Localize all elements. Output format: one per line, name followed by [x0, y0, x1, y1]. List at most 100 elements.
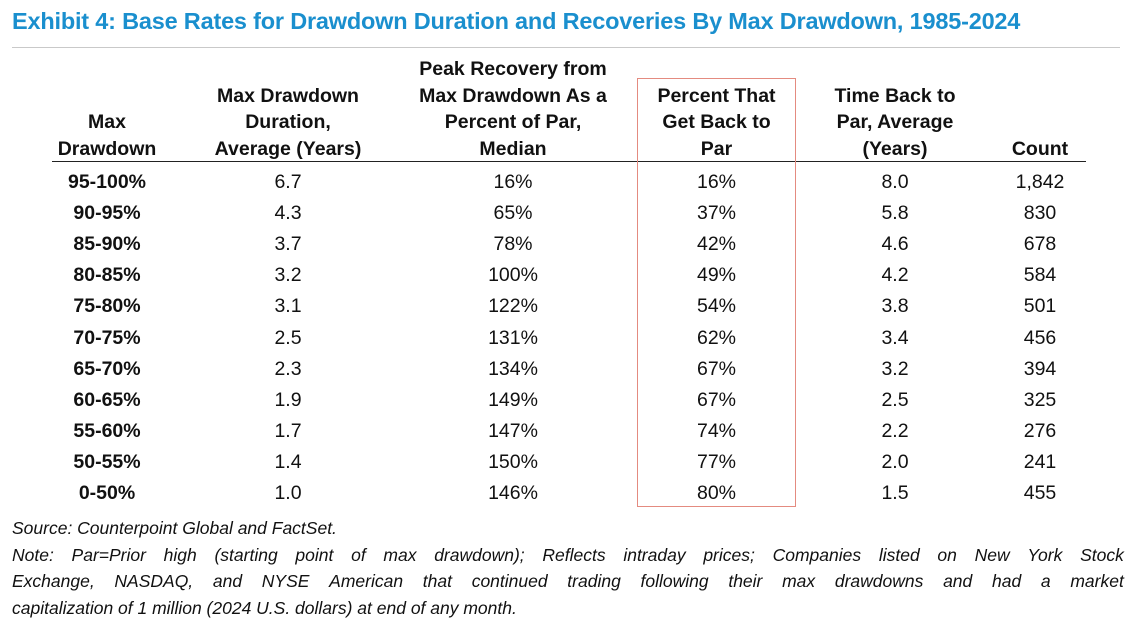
cell-duration: 3.2 — [274, 264, 302, 287]
note-word: max — [782, 571, 816, 591]
note-word: market — [1070, 571, 1124, 591]
note-word: on — [937, 544, 957, 565]
cell-count: 325 — [1023, 388, 1057, 411]
header-time-back-to-par: Time Back to Par, Average (Years) — [800, 40, 990, 162]
note-word: Companies — [772, 544, 862, 565]
cell-count: 455 — [1023, 482, 1057, 504]
note-line: capitalization of 1 million (2024 U.S. d… — [12, 597, 517, 618]
cell-max-drawdown: 80-85% — [73, 264, 141, 287]
note-word: and — [212, 571, 243, 591]
header-line: Average (Years) — [214, 137, 362, 160]
table-row: 85-90% 3.7 78% 42% 4.6 678 — [0, 229, 1133, 260]
cell-peak-recovery: 122% — [488, 295, 538, 318]
note-word: their — [728, 571, 763, 591]
cell-percent-back-to-par: 49% — [696, 264, 737, 287]
cell-count: 501 — [1023, 295, 1057, 318]
cell-max-drawdown: 85-90% — [73, 233, 141, 256]
note-word: had — [991, 571, 1022, 591]
cell-max-drawdown: 95-100% — [67, 171, 147, 193]
header-line: Duration, — [245, 111, 331, 133]
cell-duration: 2.3 — [274, 357, 302, 380]
cell-max-drawdown: 75-80% — [73, 295, 141, 318]
percent-back-to-par-highlight — [637, 78, 796, 507]
table-row: 55-60% 1.7 147% 74% 2.2 276 — [0, 416, 1133, 447]
exhibit-title: Exhibit 4: Base Rates for Drawdown Durat… — [12, 8, 1021, 34]
cell-percent-back-to-par: 54% — [696, 295, 737, 318]
cell-peak-recovery: 149% — [488, 388, 538, 411]
header-line: Par, Average — [836, 111, 954, 133]
table-row: 70-75% 2.5 131% 62% 3.4 456 — [0, 323, 1133, 354]
note-word: following — [640, 571, 709, 591]
cell-count: 394 — [1023, 357, 1057, 380]
note-word: and — [943, 571, 973, 591]
cell-time-back-to-par: 5.8 — [881, 202, 909, 225]
header-line: Max Drawdown — [217, 84, 359, 107]
note-word: drawdowns — [834, 571, 924, 591]
header-percent-back-to-par: Percent That Get Back to Par — [637, 40, 796, 162]
cell-time-back-to-par: 4.2 — [881, 264, 909, 287]
header-line: Percent That — [657, 84, 776, 107]
table-row: 0-50% 1.0 146% 80% 1.5 455 — [0, 478, 1133, 509]
cell-count: 1,842 — [1015, 171, 1065, 193]
note-word: that — [422, 571, 452, 591]
header-line: Max Drawdown As a — [419, 84, 607, 107]
header-max-drawdown: Max Drawdown — [52, 40, 162, 162]
note-word: trading — [567, 571, 621, 591]
note-word: American — [329, 571, 404, 591]
note-line: Note: Par=Prior high (starting point of max dra… — [12, 542, 1124, 569]
cell-peak-recovery: 146% — [488, 482, 538, 504]
cell-time-back-to-par: 8.0 — [881, 171, 909, 193]
cell-max-drawdown: 0-50% — [78, 482, 136, 504]
header-line: Peak Recovery from — [419, 58, 607, 80]
cell-count: 830 — [1023, 202, 1057, 225]
header-line: (Years) — [862, 137, 928, 160]
cell-peak-recovery: 147% — [488, 419, 538, 442]
cell-duration: 3.1 — [274, 295, 302, 318]
cell-count: 678 — [1023, 233, 1057, 256]
table-row: 75-80% 3.1 122% 54% 3.8 501 — [0, 291, 1133, 322]
cell-percent-back-to-par: 67% — [696, 357, 737, 380]
cell-percent-back-to-par: 74% — [696, 419, 737, 442]
table-row: 90-95% 4.3 65% 37% 5.8 830 — [0, 198, 1133, 229]
header-line: Percent of Par, — [444, 111, 582, 133]
cell-duration: 3.7 — [274, 233, 302, 256]
note-word: drawdown); — [434, 544, 525, 565]
header-line: Par — [700, 137, 733, 160]
note-text: Note: Par=Prior high (starting point of max dra… — [12, 542, 1124, 622]
cell-time-back-to-par: 2.0 — [881, 450, 909, 473]
table-row: 60-65% 1.9 149% 67% 2.5 325 — [0, 385, 1133, 416]
cell-percent-back-to-par: 42% — [696, 233, 737, 256]
cell-max-drawdown: 70-75% — [73, 326, 141, 349]
cell-duration: 1.4 — [274, 450, 302, 473]
cell-percent-back-to-par: 77% — [696, 450, 737, 473]
note-word: intraday — [623, 544, 686, 565]
cell-percent-back-to-par: 67% — [696, 388, 737, 411]
note-word: listed — [878, 544, 920, 565]
note-word: York — [1027, 544, 1063, 565]
cell-count: 276 — [1023, 419, 1057, 442]
cell-max-drawdown: 55-60% — [73, 419, 141, 442]
header-line: Time Back to — [834, 84, 956, 107]
note-line: Exchange, NASDAQ, and NYSE American that conti… — [12, 568, 1124, 595]
header-line: Count — [1011, 137, 1069, 160]
cell-peak-recovery: 150% — [488, 450, 538, 473]
cell-max-drawdown: 90-95% — [73, 202, 141, 225]
footnotes: Source: Counterpoint Global and FactSet.… — [12, 515, 1124, 621]
note-word: Exchange, — [12, 571, 95, 591]
cell-peak-recovery: 16% — [493, 171, 533, 193]
table-row: 50-55% 1.4 150% 77% 2.0 241 — [0, 447, 1133, 478]
note-word: of — [351, 544, 366, 565]
note-word: NYSE — [261, 571, 310, 591]
note-word: Stock — [1080, 544, 1124, 565]
note-word: Note: — [12, 544, 54, 565]
header-peak-recovery: Peak Recovery from Max Drawdown As a Per… — [395, 40, 631, 162]
cell-max-drawdown: 60-65% — [73, 388, 141, 411]
cell-count: 584 — [1023, 264, 1057, 287]
cell-peak-recovery: 100% — [488, 264, 538, 287]
note-word: max — [383, 544, 417, 565]
note-word: continued — [471, 571, 548, 591]
note-word: point — [295, 544, 334, 565]
cell-peak-recovery: 78% — [493, 233, 533, 256]
cell-count: 241 — [1023, 450, 1057, 473]
cell-percent-back-to-par: 37% — [696, 202, 737, 225]
